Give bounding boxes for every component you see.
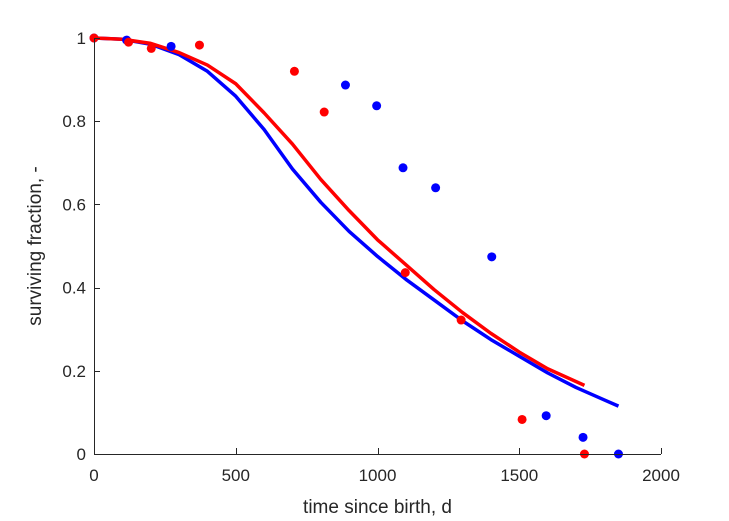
- data-point-series-2-6: [319, 107, 329, 117]
- data-point-series-2-9: [517, 414, 527, 424]
- x-tick-label: 0: [89, 466, 98, 485]
- fit-line-1: [93, 36, 620, 408]
- x-tick-label: 1000: [359, 466, 397, 485]
- y-axis-label: surviving fraction, -: [25, 166, 46, 325]
- data-point-series-1-8: [487, 252, 497, 262]
- x-tick-label: 500: [222, 466, 250, 485]
- data-point-series-2-8: [456, 315, 466, 325]
- data-point-series-2-2: [124, 37, 134, 47]
- data-point-series-2-4: [194, 40, 204, 50]
- data-point-series-1-5: [372, 101, 382, 111]
- data-point-series-1-3: [166, 41, 176, 51]
- data-point-series-1-10: [578, 432, 588, 442]
- data-point-series-2-5: [289, 66, 299, 76]
- y-tick-label: 0: [77, 445, 86, 464]
- axes: 0 500 1000 1500 2000 0 0.2 0.4 0.6 0.8 1: [62, 29, 680, 485]
- x-tick-label: 1500: [500, 466, 538, 485]
- data-point-series-1-9: [541, 411, 551, 421]
- y-tick-label: 0.4: [62, 279, 86, 298]
- plot-area: [89, 33, 623, 459]
- data-point-series-2-7: [400, 268, 410, 278]
- x-axis-label: time since birth, d: [303, 497, 452, 518]
- data-point-series-1-4: [340, 80, 350, 90]
- data-point-series-1-7: [431, 183, 441, 193]
- y-tick-label: 1: [77, 29, 86, 48]
- data-point-series-1-6: [398, 163, 408, 173]
- fit-line-2: [93, 36, 586, 387]
- y-tick-label: 0.6: [62, 195, 86, 214]
- x-tick-label: 2000: [642, 466, 680, 485]
- data-point-series-2-3: [146, 43, 156, 53]
- y-tick-label: 0.8: [62, 112, 86, 131]
- y-tick-label: 0.2: [62, 362, 86, 381]
